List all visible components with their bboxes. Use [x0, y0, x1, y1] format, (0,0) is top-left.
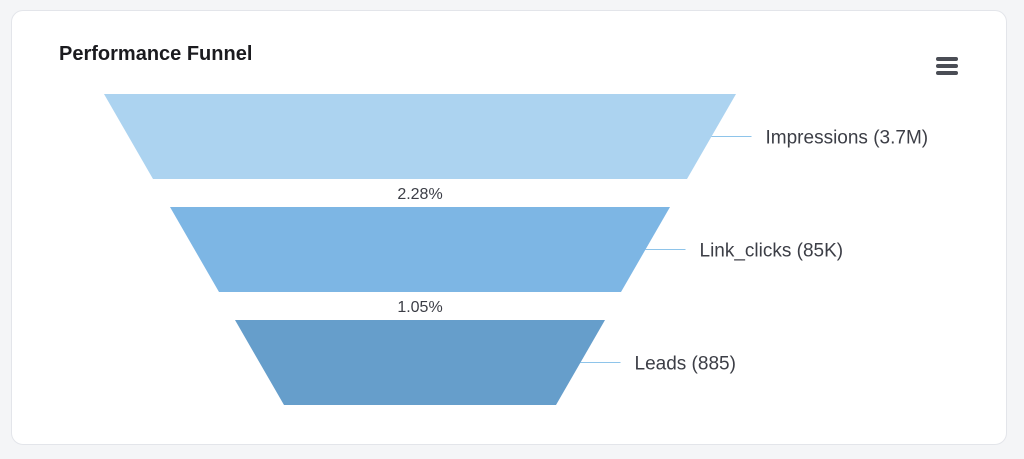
hamburger-menu-icon[interactable]: [934, 55, 960, 77]
conversion-rate-label: 1.05%: [397, 299, 442, 316]
conversion-rate-label: 2.28%: [397, 186, 442, 203]
stage-label: Impressions (3.7M): [766, 128, 929, 149]
funnel-segment-link_clicks[interactable]: [170, 207, 670, 292]
menu-bar: [936, 64, 958, 68]
menu-bar: [936, 57, 958, 61]
stage-label: Link_clicks (85K): [700, 241, 844, 262]
menu-bar: [936, 71, 958, 75]
funnel-segment-leads[interactable]: [235, 320, 605, 405]
stage-label: Leads (885): [635, 354, 736, 375]
chart-title: Performance Funnel: [59, 43, 253, 65]
funnel-segment-impressions[interactable]: [104, 94, 736, 179]
